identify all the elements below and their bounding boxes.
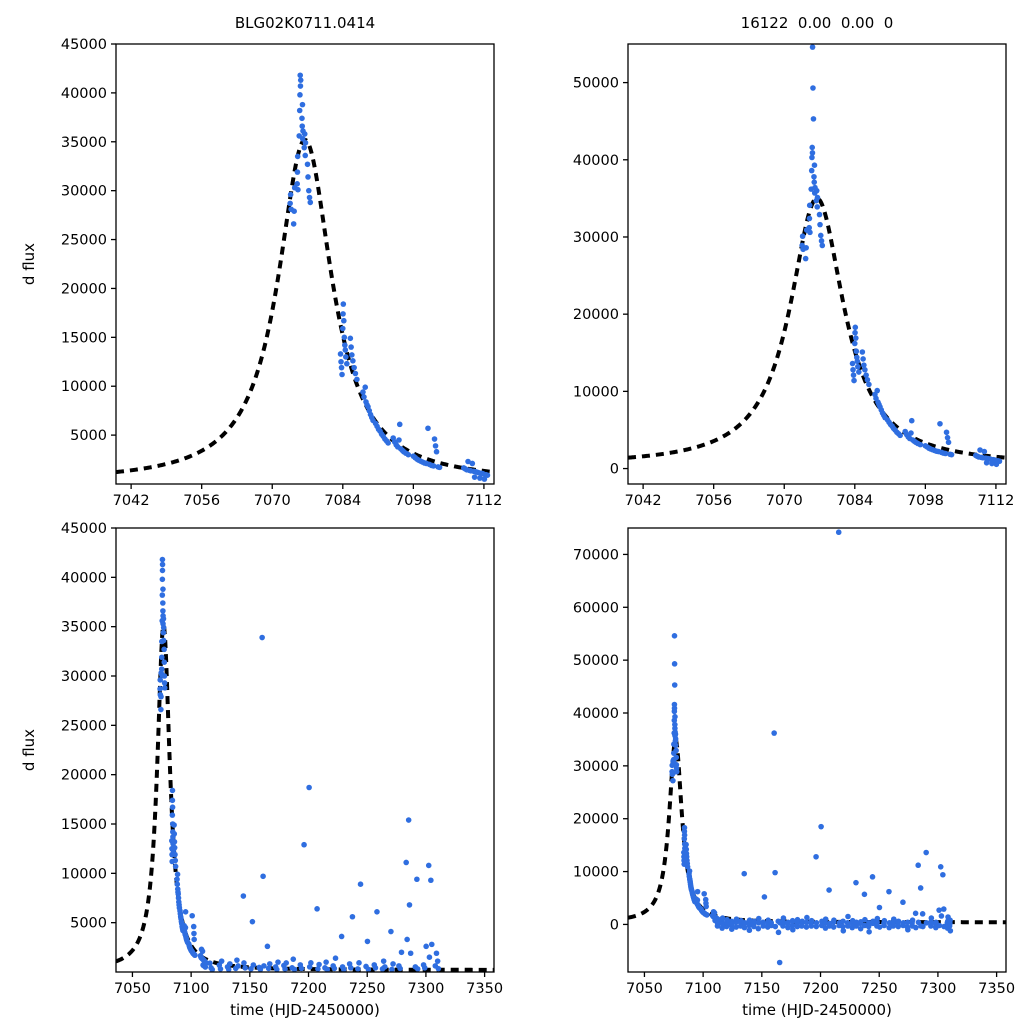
y-tick-label: 5000 [70,916,107,932]
scatter-points [157,556,442,972]
x-tick-label: 7098 [907,493,944,509]
x-tick-label: 7056 [695,493,732,509]
x-tick-label: 7350 [978,981,1015,997]
x-tick-label: 7200 [802,981,839,997]
y-tick-label: 30000 [573,230,619,246]
y-tick-label: 30000 [61,669,107,685]
axes-box [115,43,495,485]
axis-ticks-and-labels: 7050 7100 7150 7200 7250 7300 7350 5000 10000 150… [61,521,503,997]
scatter-points [799,44,1003,468]
y-tick-label: 15000 [61,330,107,346]
x-tick-label: 7098 [395,493,432,509]
y-tick-label: 10000 [61,866,107,882]
y-tick-label: 45000 [61,37,107,53]
y-tick-label: 10000 [573,865,619,881]
y-tick-label: 40000 [573,706,619,722]
axes-box [627,43,1007,485]
axis-ticks-and-labels: 7042 7056 7070 7084 7098 7112 0 10000 20000 30000… [573,76,1015,509]
x-tick-label: 7300 [919,981,956,997]
plot-top-right: 7042 7056 7070 7084 7098 7112 0 10000 20000 30000… [573,14,1015,509]
x-tick-label: 7070 [254,493,291,509]
x-tick-label: 7050 [626,981,663,997]
y-tick-label: 20000 [573,812,619,828]
y-tick-label: 30000 [61,184,107,200]
y-axis-label: d flux [20,243,38,285]
y-tick-label: 30000 [573,759,619,775]
y-tick-label: 50000 [573,76,619,92]
y-tick-label: 20000 [61,281,107,297]
x-tick-label: 7200 [290,981,327,997]
x-tick-label: 7056 [183,493,220,509]
x-tick-label: 7100 [685,981,722,997]
y-axis-label: d flux [20,729,38,771]
y-tick-label: 0 [610,917,619,933]
x-tick-label: 7150 [231,981,268,997]
model-curve [116,618,494,972]
x-tick-label: 7042 [113,493,150,509]
scatter-points [669,529,954,966]
x-tick-label: 7350 [466,981,503,997]
x-tick-label: 7300 [407,981,444,997]
x-axis-label: time (HJD-2450000) [742,1001,892,1019]
y-tick-label: 25000 [61,718,107,734]
y-tick-label: 60000 [573,600,619,616]
model-curve [628,196,1006,460]
y-tick-label: 10000 [61,379,107,395]
x-tick-label: 7070 [766,493,803,509]
y-tick-label: 20000 [61,768,107,784]
y-tick-label: 40000 [61,86,107,102]
y-tick-label: 10000 [573,384,619,400]
x-tick-label: 7084 [836,493,873,509]
x-tick-label: 7150 [743,981,780,997]
axes-box [627,527,1007,973]
x-tick-label: 7100 [173,981,210,997]
plot-title: BLG02K0711.0414 [235,14,375,32]
y-tick-label: 40000 [61,570,107,586]
y-tick-label: 50000 [573,653,619,669]
model-curve [116,137,494,475]
y-tick-label: 35000 [61,620,107,636]
x-axis-label: time (HJD-2450000) [230,1001,380,1019]
plot-bottom-right: 7050 7100 7150 7200 7250 7300 7350 0 10000 20000 3… [573,527,1015,1019]
scatter-points [287,72,491,482]
axis-ticks-and-labels: 7042 7056 7070 7084 7098 7112 5000 10000 15000 20… [61,37,503,509]
y-tick-label: 20000 [573,307,619,323]
x-tick-label: 7084 [324,493,361,509]
x-tick-label: 7112 [977,493,1014,509]
x-tick-label: 7250 [861,981,898,997]
y-tick-label: 40000 [573,153,619,169]
y-tick-label: 0 [610,462,619,478]
plot-top-left: 7042 7056 7070 7084 7098 7112 5000 10000 15000 20… [20,14,503,509]
y-tick-label: 70000 [573,547,619,563]
y-tick-label: 15000 [61,817,107,833]
x-tick-label: 7250 [349,981,386,997]
y-tick-label: 35000 [61,135,107,151]
plot-bottom-left: 7050 7100 7150 7200 7250 7300 7350 5000 10000 150… [20,521,503,1019]
y-tick-label: 5000 [70,428,107,444]
x-tick-label: 7050 [114,981,151,997]
y-tick-label: 45000 [61,521,107,537]
x-tick-label: 7112 [465,493,502,509]
axis-ticks-and-labels: 7050 7100 7150 7200 7250 7300 7350 0 10000 20000 3… [573,547,1015,997]
y-tick-label: 25000 [61,233,107,249]
x-tick-label: 7042 [625,493,662,509]
plot-title: 16122 0.00 0.00 0 [741,14,894,32]
axes-box [115,527,495,973]
